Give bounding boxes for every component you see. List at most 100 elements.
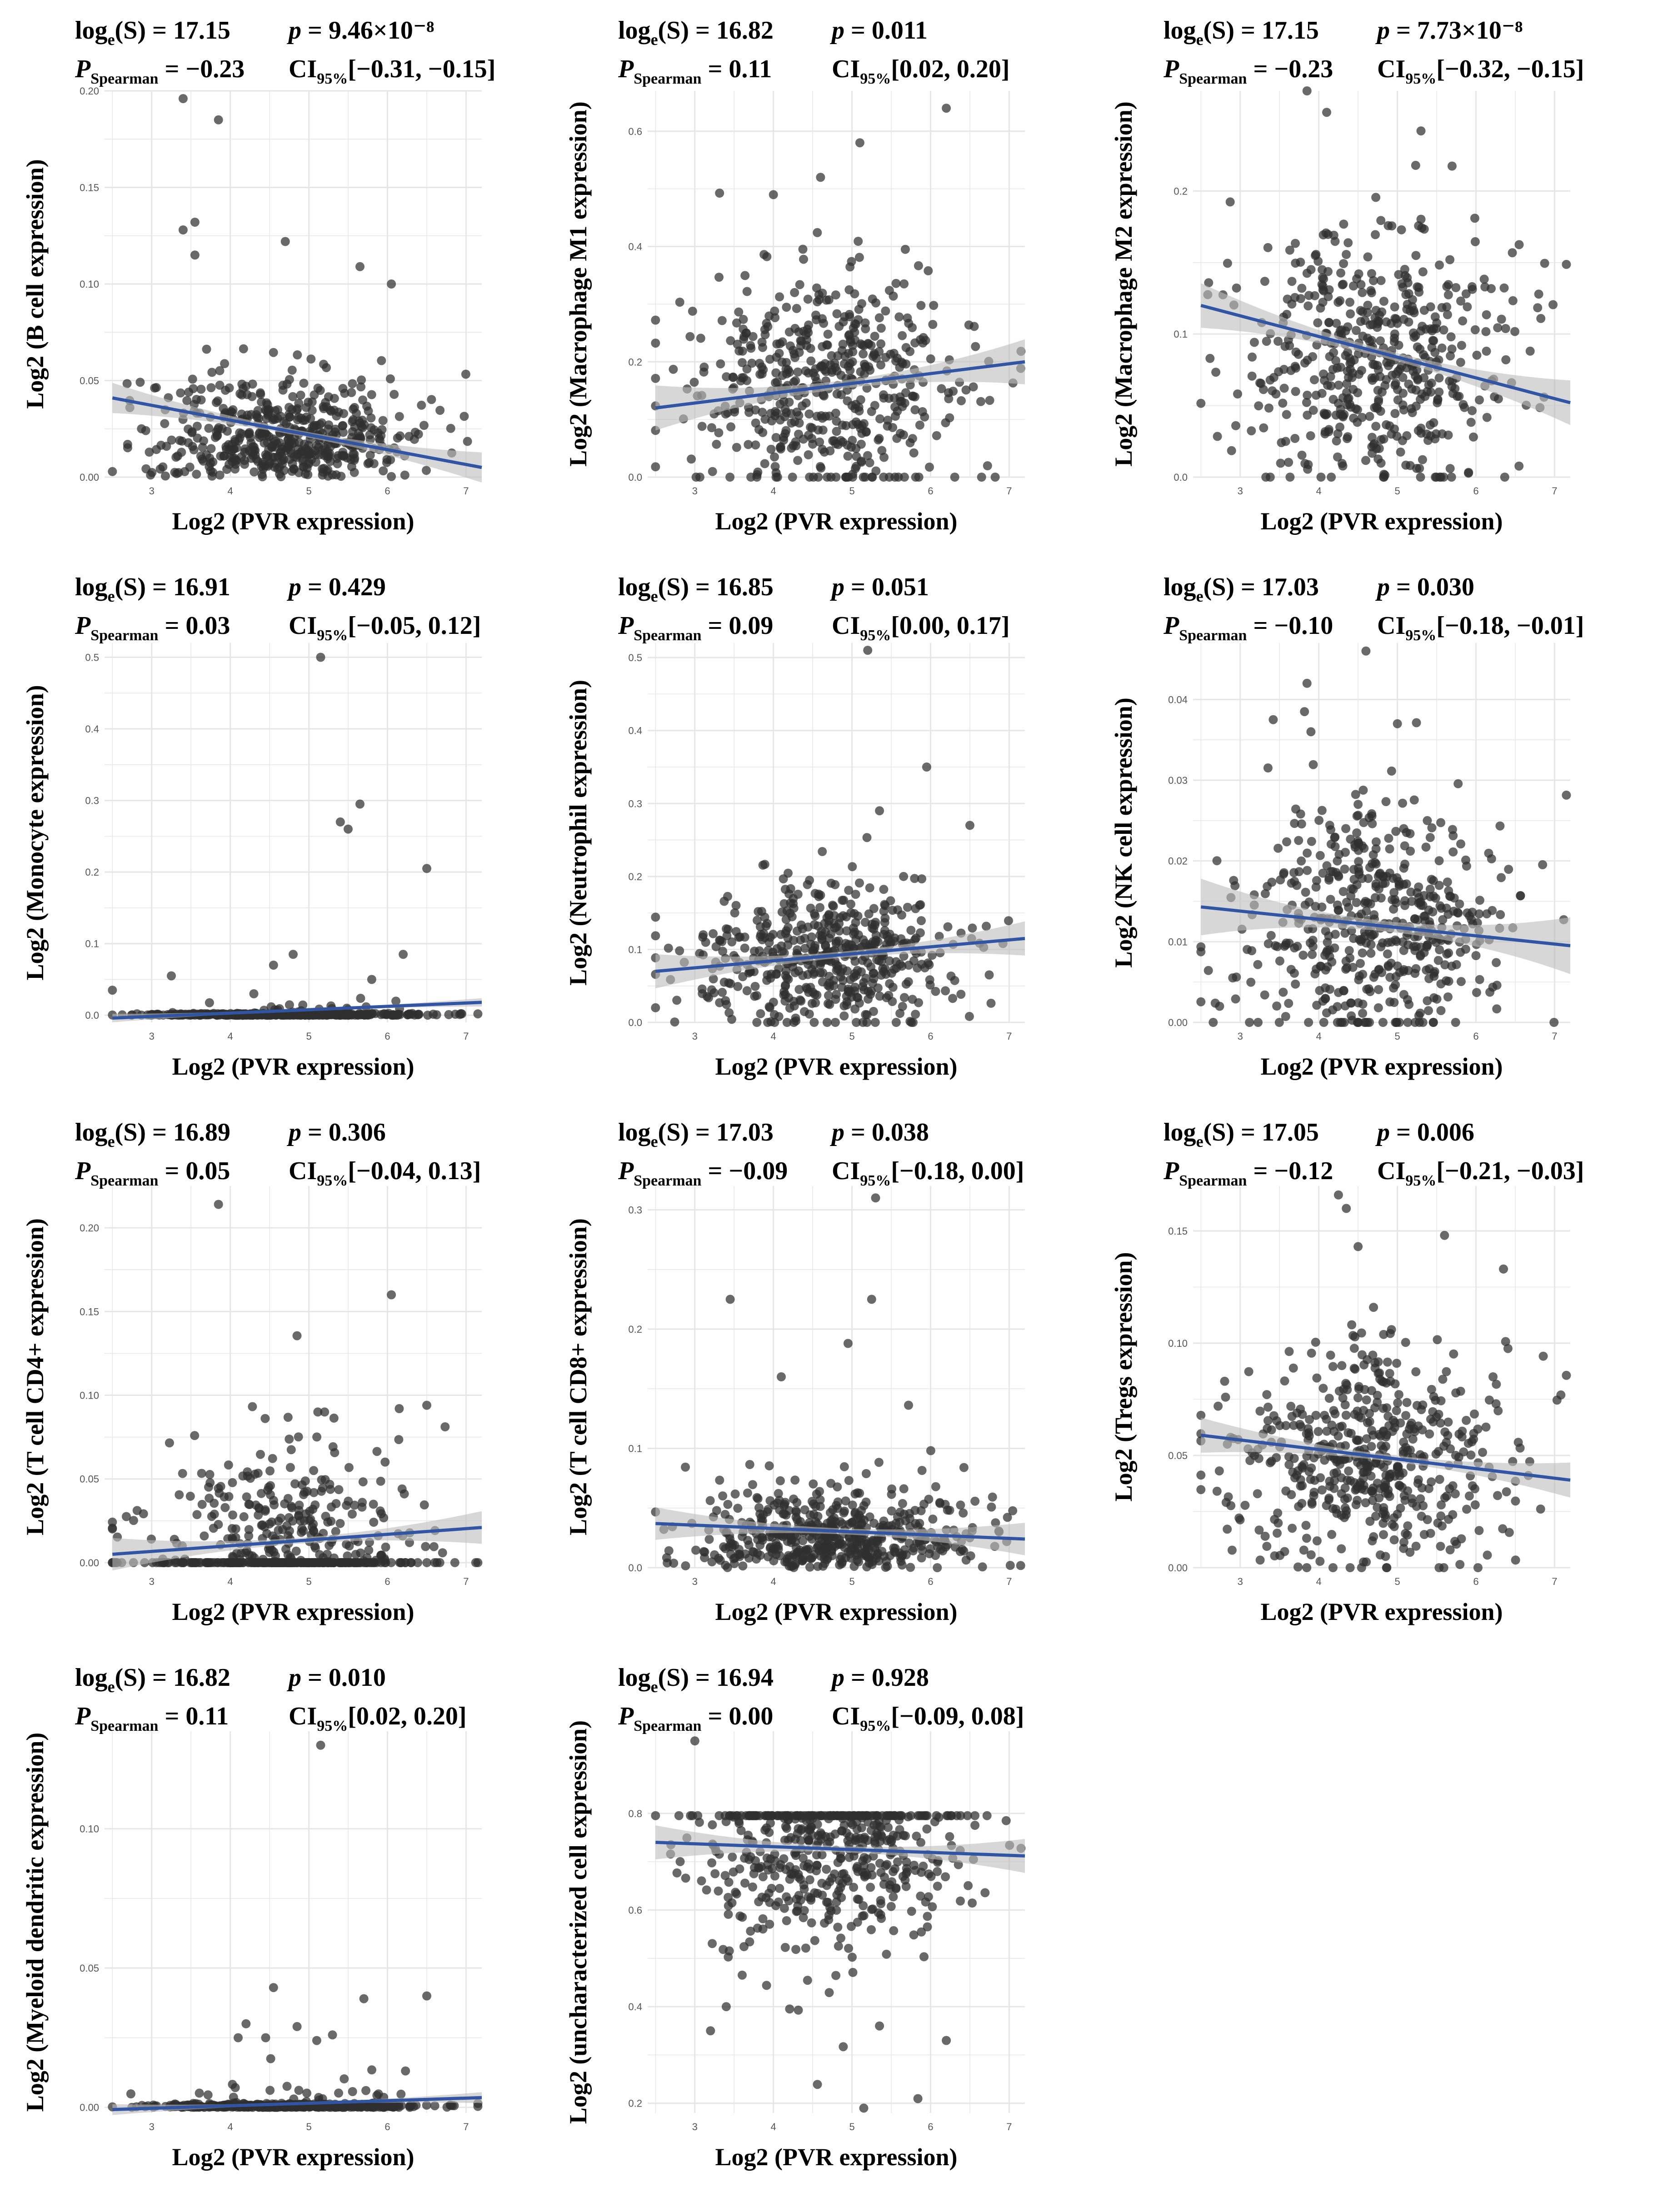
data-point [853,1488,862,1498]
data-point [287,1501,296,1511]
data-point [1471,951,1481,960]
data-point [1434,373,1444,383]
data-point [1281,1421,1291,1430]
data-point [752,1018,762,1027]
data-point [1328,1362,1338,1371]
data-point [651,374,660,383]
data-point [1475,395,1484,405]
data-point [818,444,827,454]
data-point [309,1466,319,1475]
data-point [376,1550,386,1560]
data-point [1318,285,1328,294]
data-point [748,1480,757,1490]
data-point [1436,1396,1446,1405]
data-point [391,996,401,1006]
stats-p-value: = 0.038 [844,1118,929,1146]
data-point [386,455,395,464]
data-point [792,1498,802,1507]
data-point [160,471,170,481]
data-point [1371,422,1381,431]
data-point [691,1545,700,1555]
data-point [387,1011,396,1020]
data-point [764,1532,774,1542]
data-point [764,938,774,947]
data-point [964,1011,974,1021]
data-point [1312,1373,1322,1383]
data-point [1347,998,1356,1008]
data-point [1405,1548,1415,1557]
data-point [670,1017,679,1027]
data-point [1402,1429,1412,1439]
data-point [651,1003,660,1012]
data-point [230,464,240,474]
data-point [788,473,797,482]
data-point [753,916,762,925]
data-point [1387,1325,1396,1335]
data-point [1290,293,1300,302]
data-point [753,1549,762,1558]
data-point [1306,727,1316,737]
data-point [891,279,901,288]
data-point [751,418,760,428]
y-tick-label: 0.2 [85,867,99,878]
data-point [895,1548,904,1558]
data-point [662,1553,671,1563]
data-point [856,439,866,449]
stats-p-label: p [1375,16,1390,45]
data-point [838,896,847,905]
data-point [791,441,801,450]
data-point [870,1018,880,1027]
data-point [397,1484,407,1494]
data-point [1514,240,1524,249]
regression-line [112,1526,482,1556]
data-point [848,420,858,429]
data-point [244,1531,254,1541]
x-tick-label: 5 [306,485,311,497]
data-point [123,439,132,449]
data-point [1331,356,1341,365]
data-point [294,1432,303,1442]
data-point [1443,290,1453,299]
y-tick-label: 0.6 [628,126,642,137]
stats-logS: (S) = 16.82 [658,16,774,45]
data-point [192,422,202,431]
data-point [1347,373,1357,382]
data-point [353,1010,363,1020]
data-point [1407,384,1417,394]
data-point [651,931,660,941]
data-point [774,1489,783,1498]
stats-line-2: PSpearman = 0.05 CI95%[−0.04, 0.13] [75,1157,481,1189]
x-tick-label: 5 [1394,485,1400,497]
data-point [848,357,857,367]
data-point [915,420,924,430]
data-point [340,389,350,398]
data-point [283,1494,293,1503]
x-axis-title: Log2 (PVR expression) [715,1598,958,1625]
data-point [1398,798,1407,808]
data-point [1427,379,1436,388]
data-point [1472,350,1482,360]
data-point [1230,881,1240,891]
data-point [215,470,225,480]
data-point [270,1558,280,1567]
data-point [854,253,864,262]
data-point [756,1009,765,1018]
data-point [750,981,760,991]
data-point [964,320,974,330]
data-point [198,443,207,452]
stats-line-1: loge(S) = 17.05 p = 0.006 [1164,1118,1474,1151]
data-point [1378,1404,1388,1413]
data-point [743,1488,752,1498]
data-point [746,341,755,350]
data-point [292,1331,302,1340]
data-point [1387,937,1396,947]
data-point [727,1015,736,1024]
data-point [1261,473,1271,482]
data-point [344,824,353,834]
data-point [1389,337,1399,347]
data-point [313,1407,323,1417]
data-point [422,1558,432,1567]
data-point [750,947,759,956]
data-point [775,1551,784,1560]
